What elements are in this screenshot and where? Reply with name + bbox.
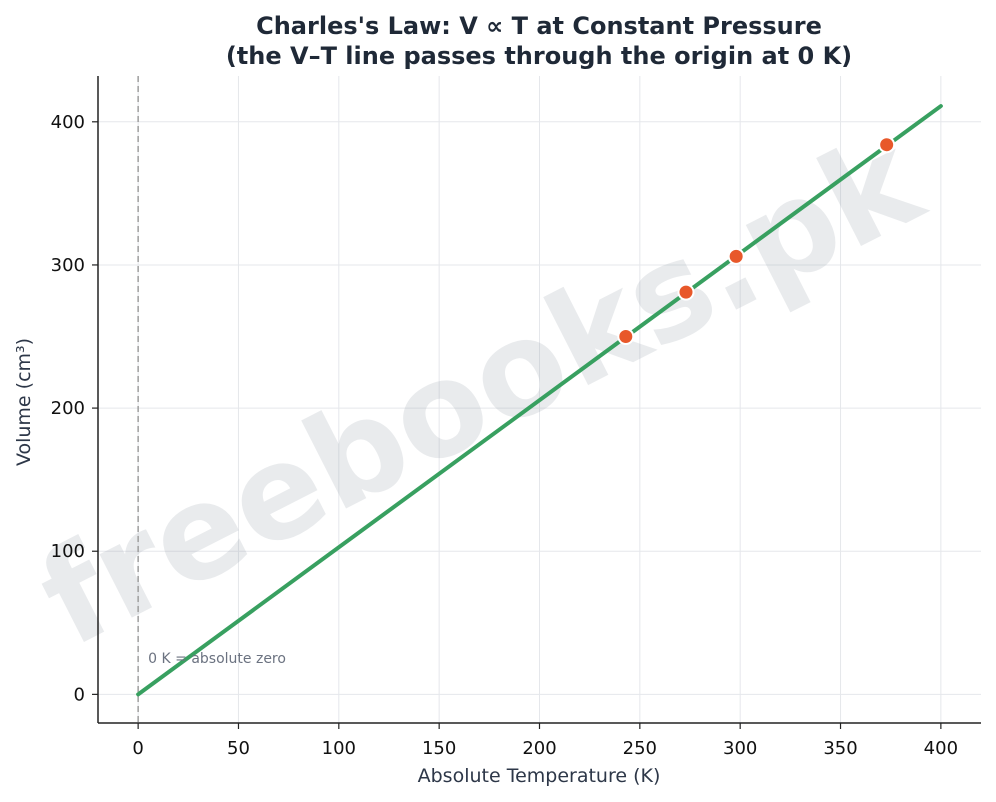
data-point-0: [617, 328, 635, 346]
x-tick-label-2: 100: [322, 738, 356, 759]
y-tick-label-2: 200: [51, 398, 85, 419]
x-tick-label-7: 350: [823, 738, 857, 759]
x-tick-label-3: 150: [422, 738, 456, 759]
x-ticks: 0 50 100 150 200 250 300 350 400: [132, 723, 958, 759]
data-point-3: [878, 136, 896, 154]
y-axis-label: Volume (cm³): [13, 338, 35, 466]
chart-title-line-1: Charles's Law: V ∝ T at Constant Pressur…: [256, 12, 822, 40]
y-tick-label-0: 0: [74, 684, 85, 705]
grid: [98, 76, 981, 723]
x-tick-label-0: 0: [132, 738, 143, 759]
data-point-1: [677, 283, 695, 301]
chart-title-line-2: (the V–T line passes through the origin …: [226, 42, 852, 70]
data-points: [617, 136, 896, 346]
x-axis-label: Absolute Temperature (K): [418, 765, 661, 787]
data-point-2: [727, 247, 745, 265]
absolute-zero-annotation: 0 K = absolute zero: [148, 651, 286, 667]
y-tick-label-4: 400: [51, 112, 85, 133]
x-tick-label-6: 300: [723, 738, 757, 759]
y-tick-label-3: 300: [51, 255, 85, 276]
x-tick-label-5: 250: [623, 738, 657, 759]
x-tick-label-8: 400: [924, 738, 958, 759]
x-tick-label-1: 50: [227, 738, 250, 759]
y-tick-label-1: 100: [51, 541, 85, 562]
x-tick-label-4: 200: [522, 738, 556, 759]
volume-temperature-line: [136, 104, 943, 697]
y-ticks: 0 100 200 300 400: [51, 112, 98, 705]
